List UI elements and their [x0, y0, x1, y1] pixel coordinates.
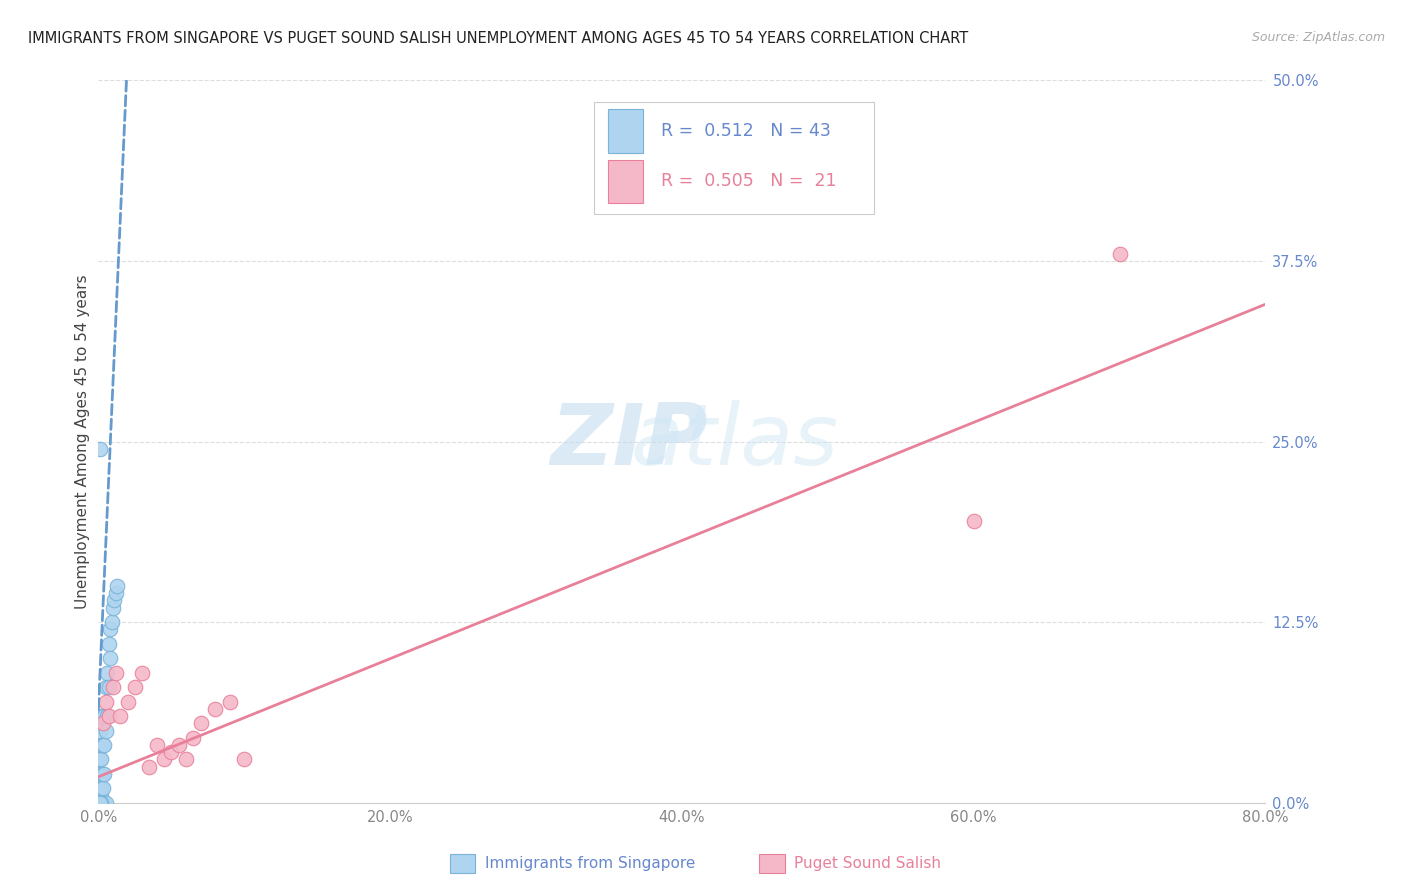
Point	[146, 738, 169, 752]
Point	[101, 600, 124, 615]
Point	[233, 752, 256, 766]
Point	[89, 796, 111, 810]
Point	[190, 716, 212, 731]
Point	[167, 738, 190, 752]
Text: ZIP: ZIP	[551, 400, 709, 483]
Point	[110, 709, 132, 723]
Point	[90, 767, 112, 781]
Point	[93, 796, 115, 810]
Point	[93, 767, 115, 781]
Point	[124, 680, 146, 694]
Point	[91, 767, 114, 781]
Point	[89, 796, 111, 810]
Point	[89, 789, 111, 803]
Point	[98, 623, 121, 637]
Point	[94, 796, 117, 810]
Point	[90, 752, 112, 766]
Point	[89, 767, 111, 781]
Point	[93, 709, 115, 723]
Point	[91, 781, 114, 796]
Point	[104, 586, 127, 600]
Point	[94, 695, 117, 709]
Point	[218, 695, 240, 709]
Point	[131, 665, 153, 680]
Point	[97, 709, 120, 723]
Point	[97, 680, 120, 694]
Point	[97, 637, 120, 651]
Point	[1108, 246, 1130, 260]
Point	[101, 680, 124, 694]
Point	[89, 781, 111, 796]
Point	[100, 615, 122, 630]
Point	[89, 752, 111, 766]
Point	[89, 723, 111, 738]
Point	[93, 738, 115, 752]
Point	[98, 651, 121, 665]
Point	[104, 665, 127, 680]
Point	[90, 709, 112, 723]
Text: IMMIGRANTS FROM SINGAPORE VS PUGET SOUND SALISH UNEMPLOYMENT AMONG AGES 45 TO 54: IMMIGRANTS FROM SINGAPORE VS PUGET SOUND…	[28, 31, 969, 46]
Point	[94, 680, 117, 694]
Point	[91, 716, 114, 731]
Point	[138, 760, 160, 774]
Point	[89, 796, 111, 810]
Point	[91, 709, 114, 723]
Bar	[609, 109, 644, 153]
Point	[94, 723, 117, 738]
Point	[962, 514, 984, 528]
Point	[90, 781, 112, 796]
Text: Immigrants from Singapore: Immigrants from Singapore	[485, 856, 696, 871]
Bar	[595, 102, 875, 214]
Point	[103, 593, 125, 607]
Text: Puget Sound Salish: Puget Sound Salish	[794, 856, 942, 871]
Point	[89, 796, 111, 810]
Point	[89, 796, 111, 810]
Point	[90, 796, 112, 810]
Point	[91, 738, 114, 752]
Point	[90, 781, 112, 796]
Point	[117, 695, 139, 709]
Point	[90, 796, 112, 810]
Point	[89, 789, 111, 803]
Point	[174, 752, 197, 766]
Text: R =  0.505   N =  21: R = 0.505 N = 21	[661, 172, 837, 190]
Text: Source: ZipAtlas.com: Source: ZipAtlas.com	[1251, 31, 1385, 45]
Point	[90, 789, 112, 803]
Y-axis label: Unemployment Among Ages 45 to 54 years: Unemployment Among Ages 45 to 54 years	[75, 274, 90, 609]
Point	[204, 702, 226, 716]
Point	[91, 796, 114, 810]
Point	[90, 738, 112, 752]
Bar	[609, 160, 644, 203]
Text: R =  0.512   N = 43: R = 0.512 N = 43	[661, 122, 831, 140]
Point	[89, 442, 111, 456]
Point	[181, 731, 204, 745]
Text: atlas: atlas	[630, 400, 838, 483]
Point	[96, 709, 118, 723]
Point	[96, 665, 118, 680]
Point	[153, 752, 176, 766]
Point	[160, 745, 183, 759]
Point	[105, 579, 128, 593]
